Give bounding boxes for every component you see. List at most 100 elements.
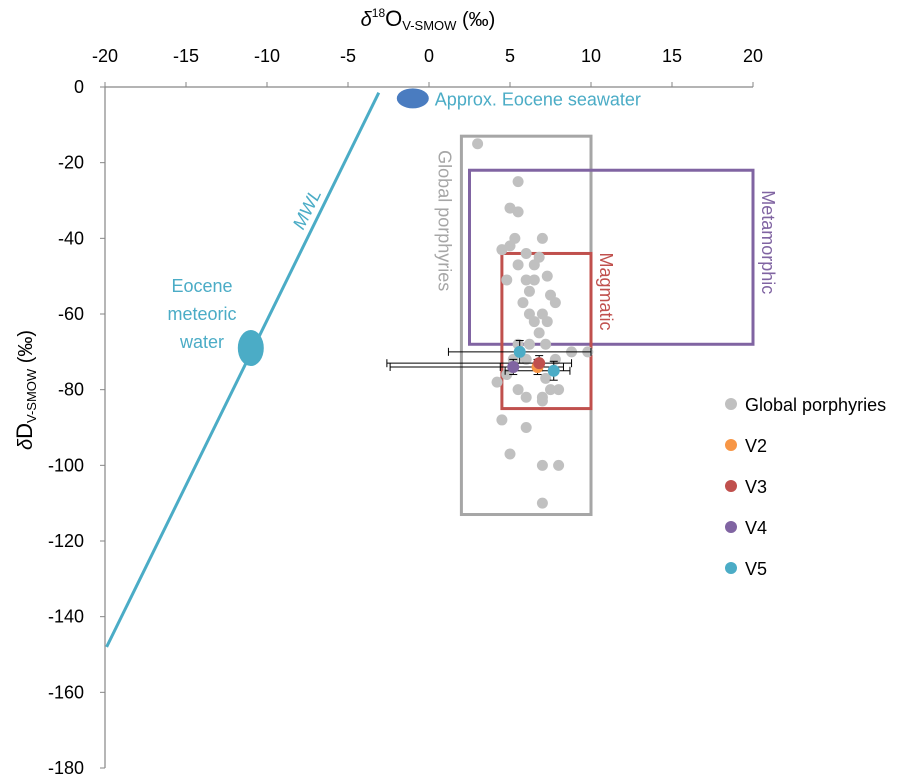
y-tick-label: -160	[48, 682, 84, 702]
region-box	[468, 168, 755, 346]
porphyry-point	[501, 274, 513, 286]
region-box-label: Magmatic	[596, 252, 616, 330]
mwl-label: MWL	[289, 186, 325, 233]
region-box	[459, 134, 593, 517]
porphyry-point	[512, 176, 524, 188]
porphyry-point	[536, 497, 548, 509]
porphyry-point	[553, 459, 565, 471]
porphyry-point	[536, 395, 548, 407]
axes: -20 -15 -10 -5 0 5 10 15 20 0 -20 -40 -60 -80 -100 -120…	[48, 46, 763, 778]
porphyry-point	[541, 270, 553, 282]
y-title-main: D	[12, 423, 37, 439]
sample-point-v5	[513, 345, 526, 358]
x-tick-label: -10	[254, 46, 280, 66]
porphyry-point	[541, 316, 553, 328]
porphyry-point	[504, 448, 516, 460]
meteoric-label-line2: meteoric	[167, 304, 236, 324]
porphyry-point	[512, 384, 524, 396]
meteoric-label-line1: Eocene	[171, 276, 232, 296]
meteoric-ellipse	[237, 330, 264, 367]
y-tick-label: -80	[58, 380, 84, 400]
porphyry-point	[549, 297, 561, 309]
meteoric-label-line3: water	[179, 332, 224, 352]
y-tick-label: -60	[58, 304, 84, 324]
y-tick-label: 0	[74, 77, 84, 97]
x-tick-label: -20	[92, 46, 118, 66]
seawater-label: Approx. Eocene seawater	[435, 89, 641, 109]
porphyry-point	[528, 259, 540, 271]
legend: Global porphyries V2 V3 V4 V5	[725, 395, 886, 579]
porphyry-point	[523, 338, 535, 350]
sample-point-v3	[533, 357, 546, 370]
y-tick-label: -180	[48, 758, 84, 778]
legend-label: V4	[745, 518, 767, 538]
x-tick-label: 5	[505, 46, 515, 66]
porphyry-point	[533, 327, 545, 339]
porphyry-point	[472, 138, 484, 150]
porphyry-point	[509, 232, 521, 244]
legend-label: V2	[745, 436, 767, 456]
x-title-main: O	[385, 6, 402, 31]
sample-point-v4	[507, 360, 520, 373]
seawater-ellipse	[396, 88, 429, 109]
y-tick-label: -20	[58, 153, 84, 173]
porphyry-point	[501, 369, 513, 381]
y-tick-label: -100	[48, 455, 84, 475]
legend-marker	[725, 398, 737, 410]
y-tick-label: -120	[48, 531, 84, 551]
mwl-line-group: MWL	[105, 92, 381, 648]
porphyry-point	[523, 285, 535, 297]
region-box	[500, 251, 593, 411]
y-tick-label: -40	[58, 228, 84, 248]
legend-label: V5	[745, 559, 767, 579]
porphyry-point	[528, 316, 540, 328]
sample-points	[507, 345, 560, 377]
legend-marker	[725, 562, 737, 574]
x-tick-label: -15	[173, 46, 199, 66]
porphyry-point	[496, 414, 508, 426]
y-title-prefix: δ	[15, 438, 37, 450]
porphyry-point	[520, 274, 532, 286]
x-title-sup: 18	[372, 6, 386, 20]
y-tick-label: -140	[48, 607, 84, 627]
x-tick-label: 0	[424, 46, 434, 66]
region-box-label: Global porphyries	[434, 150, 454, 291]
x-title-sub: V-SMOW	[402, 18, 457, 33]
legend-marker	[725, 439, 737, 451]
porphyry-point	[528, 274, 540, 286]
x-tick-label: 15	[662, 46, 682, 66]
porphyry-point	[553, 384, 565, 396]
y-title-suffix: (‰)	[15, 330, 37, 369]
porphyry-point	[520, 353, 532, 365]
x-tick-label: 10	[581, 46, 601, 66]
porphyry-point	[512, 206, 524, 218]
legend-label: Global porphyries	[745, 395, 886, 415]
y-title-sub: V-SMOW	[24, 368, 39, 423]
porphyry-point	[549, 353, 561, 365]
region-boxes: Global porphyries Metamorphic Magmatic	[434, 134, 778, 517]
x-title-suffix: (‰)	[456, 9, 495, 31]
porphyry-point	[540, 338, 552, 350]
x-tick-label: 20	[743, 46, 763, 66]
data-points	[472, 138, 594, 509]
porphyry-point	[540, 372, 552, 384]
x-title-prefix: δ	[361, 9, 373, 31]
legend-label: V3	[745, 477, 767, 497]
porphyry-point	[520, 247, 532, 259]
porphyry-point	[545, 384, 556, 396]
x-axis-title: δ18OV-SMOW (‰)	[361, 6, 496, 33]
region-box-label: Metamorphic	[758, 190, 778, 294]
porphyry-point	[517, 297, 529, 309]
porphyry-point	[491, 376, 503, 388]
porphyry-point	[536, 232, 548, 244]
porphyry-point	[512, 259, 524, 271]
legend-marker	[725, 480, 737, 492]
porphyry-point	[536, 459, 548, 471]
legend-marker	[725, 521, 737, 533]
x-tick-label: -5	[340, 46, 356, 66]
annotations: Approx. Eocene seawater Eocene meteoric wat…	[167, 88, 641, 367]
sample-point-v5	[547, 364, 560, 377]
porphyry-point	[520, 422, 532, 433]
y-axis-title: δDV-SMOW (‰)	[12, 330, 39, 450]
